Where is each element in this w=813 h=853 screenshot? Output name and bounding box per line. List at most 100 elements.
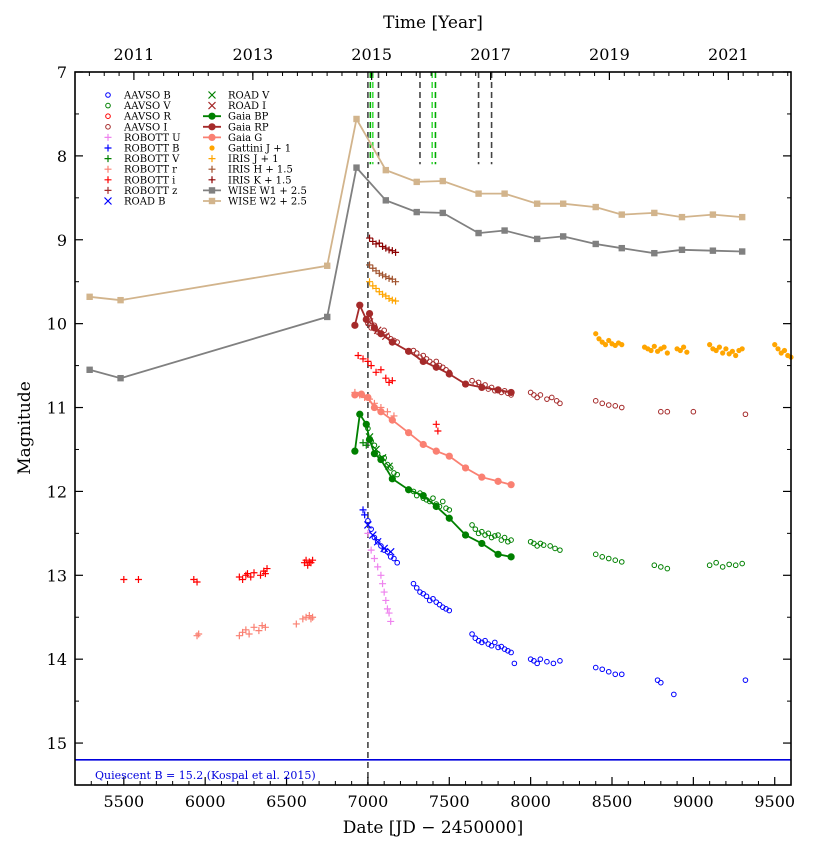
data-point — [86, 366, 93, 373]
legend-label: Gattini J + 1 — [228, 144, 291, 155]
data-point — [592, 203, 599, 211]
legend-marker — [104, 155, 112, 163]
data-point — [386, 547, 395, 556]
data-point — [469, 631, 475, 637]
data-point — [388, 416, 396, 424]
data-point — [537, 392, 544, 398]
data-point — [684, 349, 690, 355]
series-road-v — [365, 432, 393, 471]
data-point — [394, 471, 401, 478]
axis-ticks: 5500 6000 6500 7000 7500 8000 8500 9000 9500 7 8 9 1… — [47, 45, 795, 811]
data-point — [374, 563, 382, 571]
data-point — [370, 555, 378, 563]
data-point — [413, 585, 420, 591]
data-point — [559, 233, 567, 240]
x-tick-label: 5500 — [103, 792, 144, 811]
legend-label: ROAD I — [228, 101, 266, 112]
data-point — [378, 543, 384, 549]
data-point — [385, 274, 393, 282]
top-tick-label: 2021 — [708, 45, 749, 64]
data-point — [370, 399, 378, 407]
x-tick-label: 8000 — [510, 792, 551, 811]
top-tick-label: 2015 — [351, 45, 392, 64]
data-series — [86, 115, 794, 698]
data-point — [423, 593, 430, 600]
top-tick-label: 2011 — [114, 45, 155, 64]
data-point — [410, 580, 417, 587]
data-point — [382, 273, 390, 281]
data-point — [439, 177, 446, 185]
legend-label: IRIS J + 1 — [228, 154, 279, 165]
data-point — [593, 331, 599, 337]
data-point — [592, 398, 599, 404]
data-point — [365, 432, 374, 441]
series-aavso-v — [365, 425, 745, 572]
legend-item-iris-k-1-5: IRIS K + 1.5 — [208, 175, 292, 186]
data-point — [388, 296, 396, 304]
data-point — [664, 565, 671, 572]
data-point — [592, 551, 599, 558]
data-point — [377, 366, 385, 374]
legend-item-road-v: ROAD V — [208, 91, 270, 102]
data-point — [495, 386, 501, 392]
data-point — [479, 528, 485, 535]
data-point — [540, 542, 547, 548]
data-point — [677, 347, 683, 354]
data-point — [365, 309, 374, 318]
data-point — [469, 522, 475, 528]
legend-marker — [209, 145, 215, 151]
data-point — [380, 544, 389, 553]
data-point — [377, 404, 385, 412]
data-point — [432, 447, 440, 455]
data-point — [548, 394, 555, 401]
data-point — [508, 537, 514, 543]
legend-item-gattini-j-1: Gattini J + 1 — [209, 144, 291, 155]
data-point — [372, 445, 380, 454]
data-point — [661, 344, 667, 350]
data-point — [242, 626, 250, 634]
data-point — [362, 441, 370, 449]
data-point — [368, 526, 374, 532]
legend-marker — [104, 165, 112, 173]
data-point — [365, 318, 374, 326]
legend-label: Gaia BP — [228, 112, 269, 123]
data-point — [324, 262, 331, 269]
data-point — [261, 623, 269, 631]
data-point — [404, 347, 413, 355]
legend-marker — [105, 124, 111, 130]
data-point — [501, 227, 508, 234]
data-point — [772, 342, 778, 348]
data-point — [390, 412, 398, 420]
data-point — [361, 511, 369, 519]
data-point — [738, 248, 746, 255]
data-point — [388, 377, 396, 385]
data-point — [413, 178, 420, 186]
data-point — [508, 649, 514, 656]
data-point — [492, 533, 498, 539]
data-point — [533, 200, 541, 207]
data-point — [379, 290, 387, 298]
data-point — [733, 352, 739, 359]
data-point — [658, 679, 664, 686]
legend-item-aavso-i: AAVSO I — [105, 122, 167, 133]
data-point — [382, 166, 390, 174]
data-point — [478, 539, 486, 548]
data-point — [494, 550, 502, 558]
x-tick-label: 7000 — [348, 792, 389, 811]
legend-item-aavso-v: AAVSO V — [105, 101, 171, 112]
data-point — [618, 559, 625, 565]
data-point — [488, 642, 495, 649]
data-point — [420, 352, 427, 359]
legend-label: ROAD B — [124, 197, 166, 208]
x-tick-label: 6500 — [266, 792, 307, 811]
data-point — [385, 609, 393, 617]
legend-label: ROBOTT V — [124, 154, 180, 165]
data-point — [263, 565, 271, 573]
data-point — [384, 549, 391, 555]
legend-label: AAVSO V — [123, 101, 171, 112]
legend-label: AAVSO B — [123, 91, 171, 102]
legend-item-wise-w1-2-5: WISE W1 + 2.5 — [203, 186, 307, 197]
data-point — [120, 575, 128, 583]
data-point — [365, 425, 371, 432]
data-point — [445, 514, 453, 522]
